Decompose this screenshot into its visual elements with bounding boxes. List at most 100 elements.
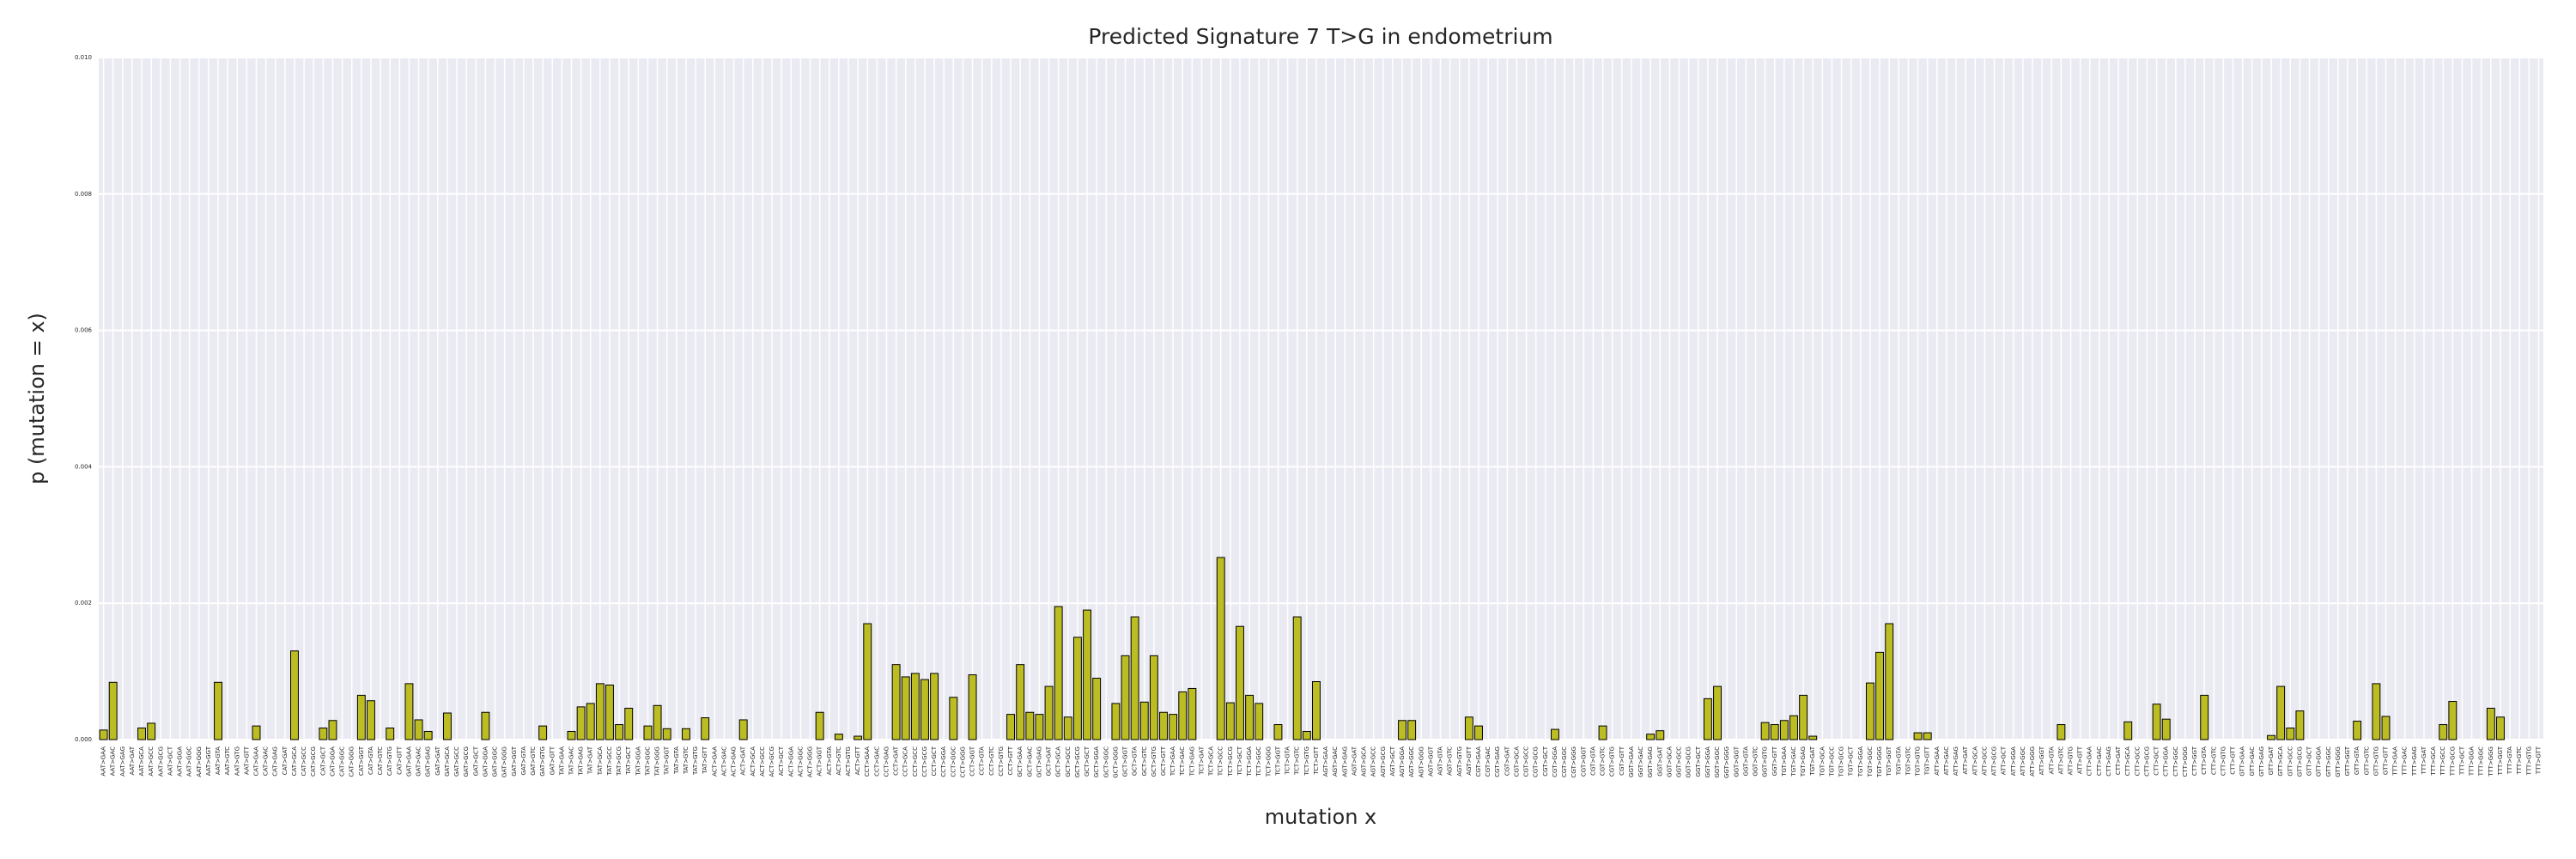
- x-tick-label: ATT>GGG: [2029, 746, 2036, 777]
- x-tick-label: GCT>GCA: [1055, 746, 1062, 777]
- x-tick-label: CTT>GTC: [2210, 746, 2217, 775]
- bar: [1713, 685, 1722, 740]
- x-tick-label: TAT>GGC: [644, 746, 651, 777]
- x-tick-label: TCT>GAA: [1170, 746, 1176, 777]
- x-tick-label: CGT>GTG: [1609, 746, 1616, 777]
- bar: [1273, 724, 1283, 740]
- x-tick-label: AAT>GCC: [148, 746, 155, 777]
- x-tick-label: GAT>GTC: [530, 746, 537, 776]
- x-tick-label: GGT>GTG: [1762, 746, 1769, 777]
- x-tick-label: CTT>GTA: [2201, 746, 2208, 775]
- x-tick-label: GGT>GTC: [1753, 746, 1759, 777]
- x-tick-label: CGT>GTA: [1589, 746, 1596, 776]
- bar: [834, 734, 843, 740]
- x-tick-label: GGT>GAG: [1647, 746, 1654, 777]
- bar: [1703, 698, 1712, 740]
- x-tick-label: ACT>GGA: [787, 746, 794, 777]
- x-tick-label: GTT>GCC: [2287, 746, 2293, 777]
- x-tick-label: ATT>GTT: [2077, 746, 2084, 774]
- x-tick-label: GCT>GTC: [1141, 746, 1148, 776]
- x-tick-label: TTT>GAG: [2411, 746, 2418, 777]
- x-tick-label: CCT>GCT: [931, 746, 938, 776]
- x-tick-label: TTT>GTT: [2535, 746, 2542, 775]
- x-tick-label: TAT>GTT: [702, 746, 708, 774]
- x-tick-label: TTT>GTC: [2516, 746, 2523, 775]
- x-tick-label: GTT>GGT: [2344, 746, 2351, 776]
- x-tick-label: TCT>GAT: [1198, 746, 1205, 776]
- x-tick-label: TCT>GTT: [1313, 746, 1320, 775]
- bar: [1551, 728, 1559, 740]
- x-tick-label: GGT>GGG: [1723, 746, 1730, 778]
- bar: [624, 707, 634, 740]
- x-tick-label: TTT>GAT: [2421, 746, 2427, 775]
- bar: [968, 674, 977, 740]
- x-tick-label: AAT>GTA: [215, 746, 222, 775]
- bar: [1216, 557, 1225, 740]
- x-tick-label: TGT>GTT: [1924, 746, 1931, 776]
- x-tick-label: GCT>GAC: [1026, 746, 1033, 777]
- x-tick-label: GCT>GTA: [1132, 746, 1139, 776]
- bar: [2486, 707, 2495, 740]
- x-tick-label: TTT>GGG: [2488, 746, 2494, 777]
- x-tick-label: GTT>GCG: [2296, 746, 2303, 777]
- bar: [538, 725, 548, 740]
- x-tick-label: GGT>GAC: [1637, 746, 1644, 777]
- x-tick-label: ATT>GTC: [2057, 746, 2064, 775]
- x-tick-label: GAT>GCA: [444, 746, 451, 777]
- bar: [481, 711, 490, 740]
- bar: [147, 722, 156, 740]
- x-tick-label: ACT>GAA: [711, 746, 718, 777]
- x-tick-label: GCT>GTG: [1151, 746, 1157, 777]
- x-tick-label: CCT>GGC: [950, 746, 957, 777]
- x-tick-label: AAT>GAT: [129, 746, 136, 775]
- x-tick-label: TAT>GGG: [654, 746, 661, 777]
- x-tick-label: CGT>GAT: [1504, 746, 1510, 776]
- bars: [99, 557, 2505, 740]
- x-tick-label: TGT>GCC: [1828, 746, 1835, 777]
- x-tick-label: TTT>GTA: [2506, 746, 2513, 775]
- x-tick-label: GAT>GAT: [434, 746, 441, 775]
- x-tick-label: TAT>GAC: [568, 746, 574, 776]
- x-tick-label: AGT>GCA: [1361, 746, 1368, 777]
- y-tick-label: 0.002: [75, 600, 92, 606]
- x-tick-label: ATT>GGC: [2020, 746, 2026, 776]
- x-tick-label: TTT>GCT: [2458, 746, 2465, 776]
- bar: [1006, 714, 1016, 740]
- x-tick-label: CTT>GGA: [2163, 746, 2170, 777]
- x-tick-label: TCT>GGT: [1274, 746, 1281, 776]
- bar: [1083, 609, 1091, 740]
- x-tick-label: AAT>GTC: [224, 746, 231, 775]
- x-tick-label: CTT>GAT: [2115, 746, 2122, 775]
- bar: [1760, 722, 1770, 740]
- x-tick-label: GGT>GGT: [1733, 746, 1740, 777]
- x-tick-label: CCT>GTA: [979, 746, 986, 776]
- x-tick-label: TGT>GGC: [1867, 746, 1874, 777]
- x-tick-label: TCT>GTA: [1285, 746, 1291, 776]
- x-tick-label: GGT>GTA: [1742, 746, 1749, 777]
- x-tick-label: AAT>GCA: [138, 746, 145, 777]
- bar: [1072, 637, 1082, 740]
- x-tick-label: TAT>GAG: [578, 746, 585, 777]
- bar: [1875, 651, 1885, 740]
- bar: [99, 729, 108, 740]
- bar: [1169, 714, 1178, 740]
- x-tick-label: GTT>GCT: [2306, 746, 2313, 776]
- x-tick-label: CGT>GGA: [1552, 746, 1558, 777]
- bar: [367, 700, 375, 740]
- x-tick-label: ATT>GGT: [2038, 746, 2045, 775]
- bar: [137, 728, 146, 740]
- x-tick-label: GCT>GGT: [1122, 746, 1129, 777]
- x-tick-label: AGT>GCC: [1370, 746, 1377, 777]
- bar: [1770, 724, 1779, 740]
- bar: [414, 719, 423, 740]
- x-tick-label: TTT>GGT: [2497, 746, 2504, 776]
- x-tick-label: CTT>GCA: [2124, 746, 2131, 776]
- x-tick-label: TCT>GCT: [1236, 746, 1243, 776]
- bar: [863, 623, 872, 740]
- bar: [901, 676, 910, 740]
- x-tick-label: CAT>GAG: [272, 746, 279, 777]
- bar: [290, 650, 299, 740]
- x-tick-label: ACT>GCG: [769, 746, 775, 777]
- x-tick-label: ACT>GCC: [759, 746, 766, 777]
- bar: [252, 725, 261, 740]
